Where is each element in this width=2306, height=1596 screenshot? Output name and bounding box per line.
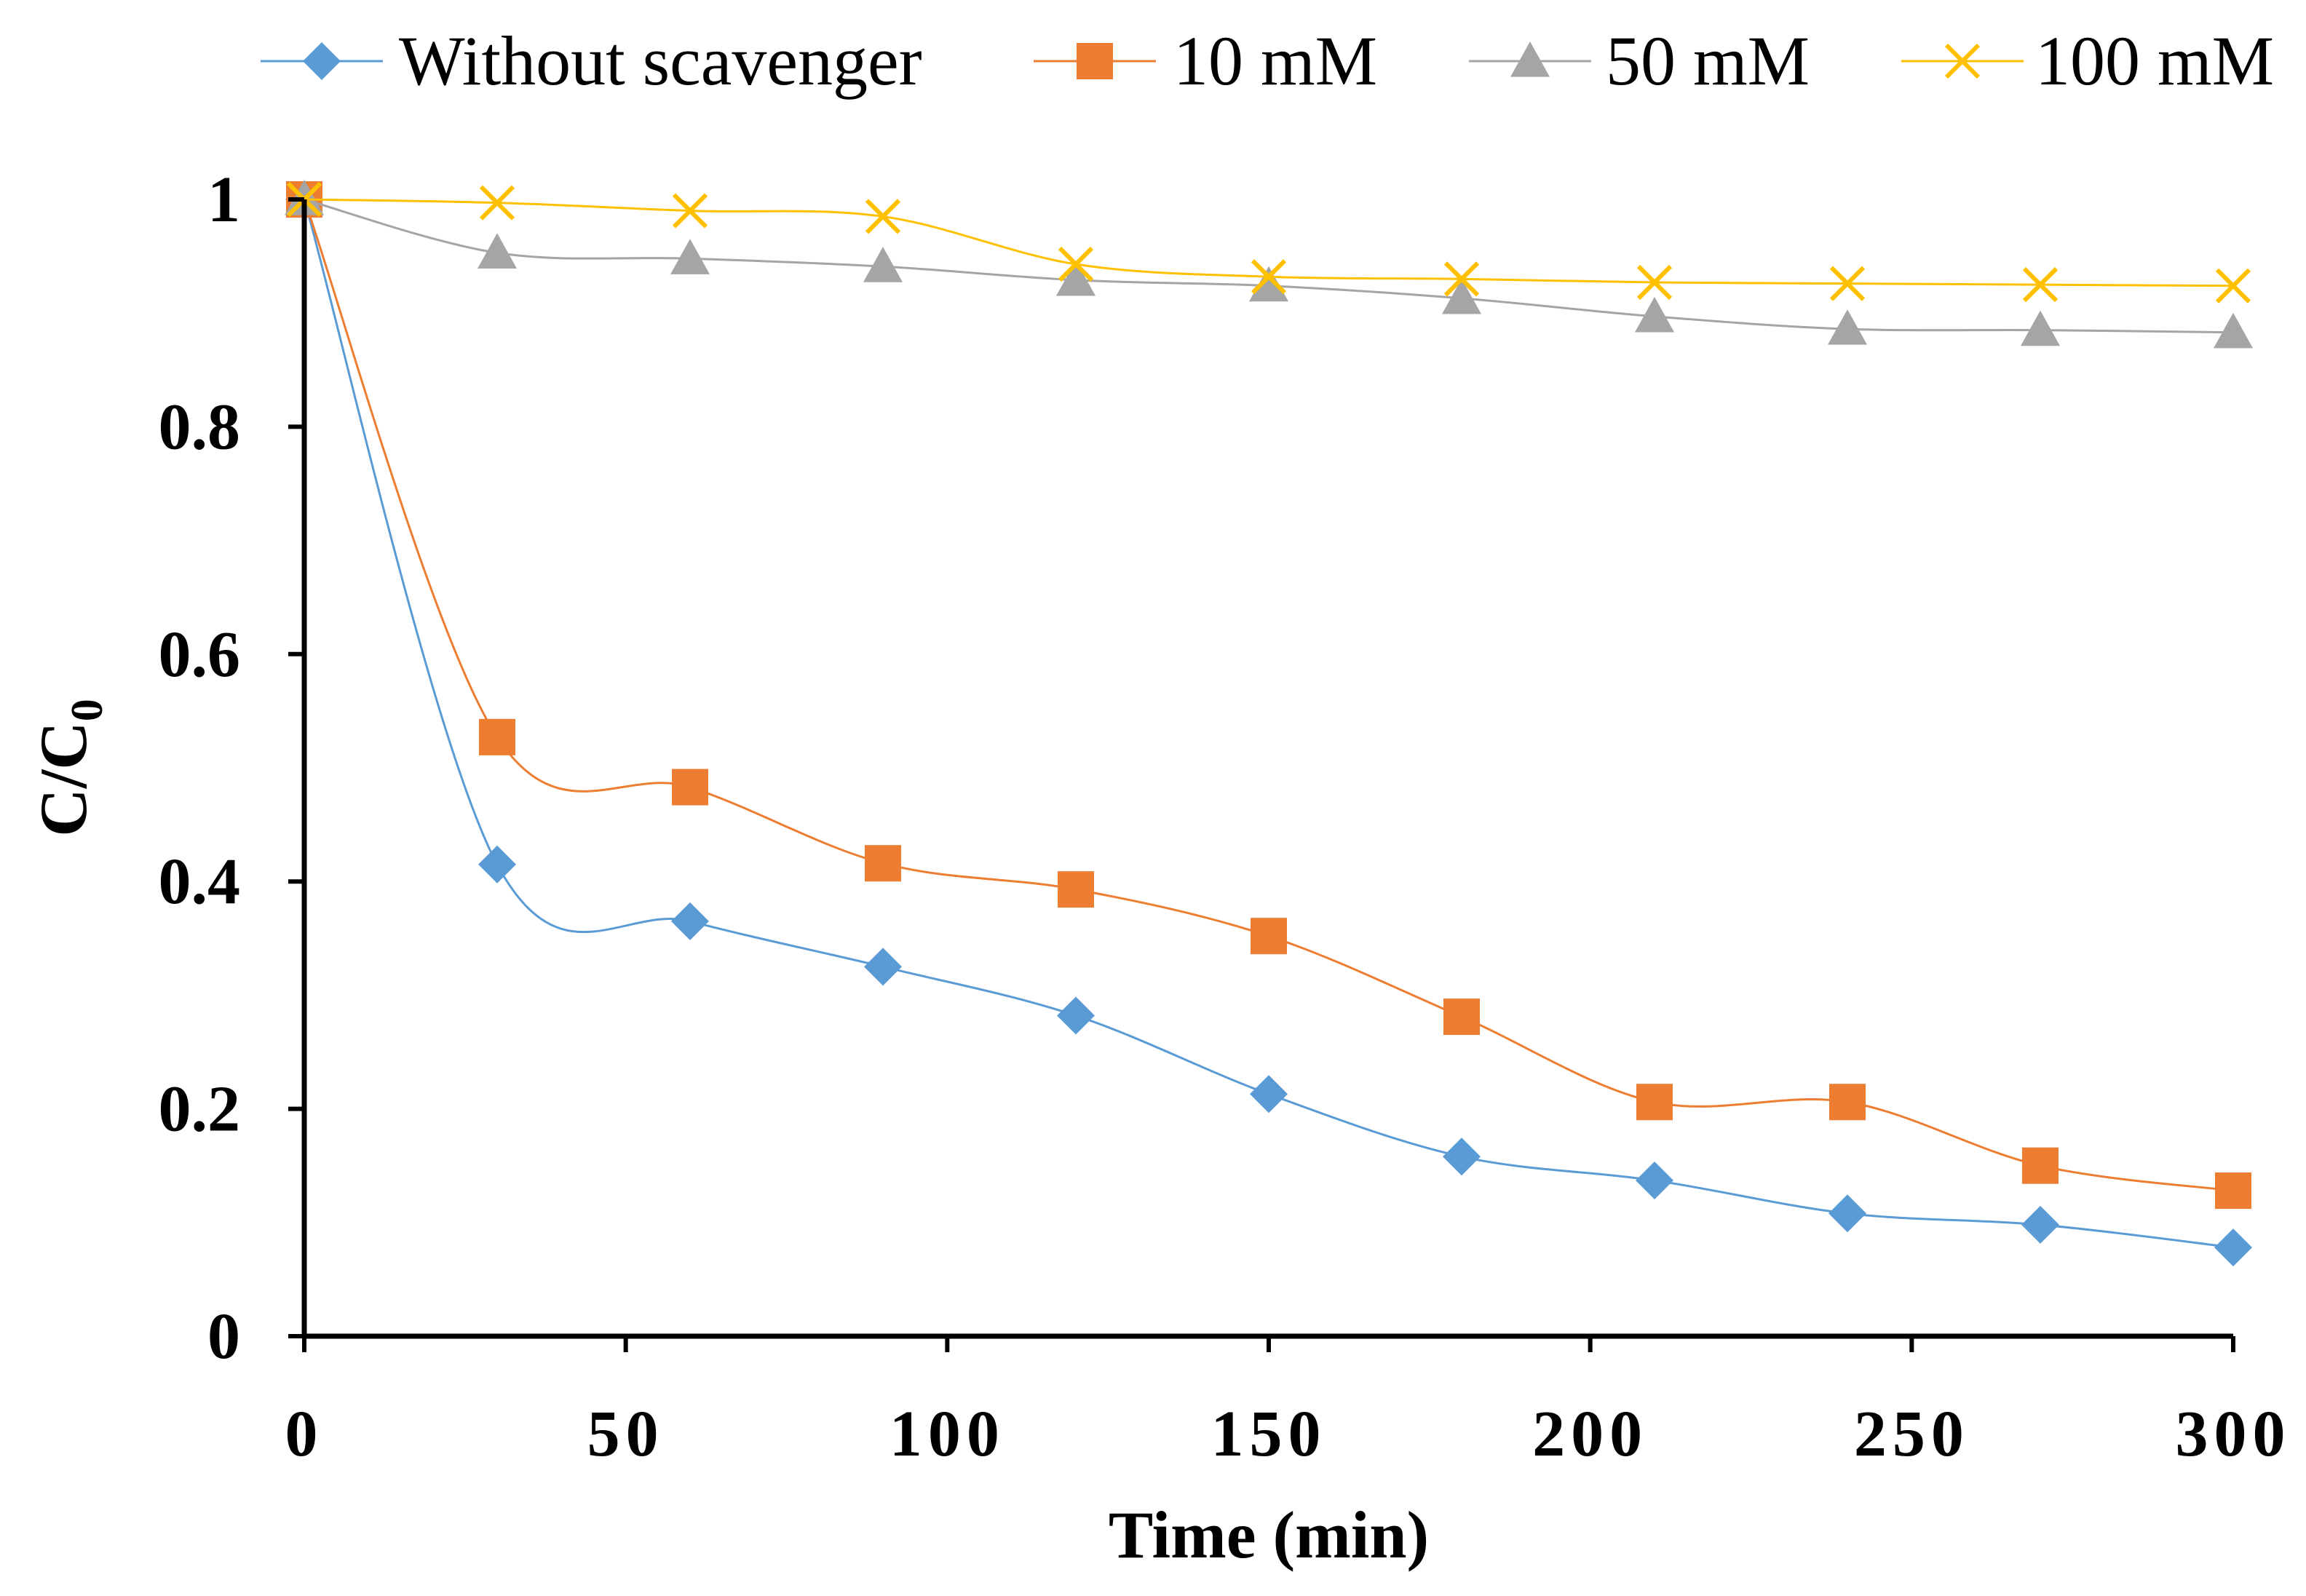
x-tick-label: 250 xyxy=(1854,1398,1970,1470)
series-100-mm-point-stroke-b xyxy=(672,193,708,229)
legend-item-10-mm-marker xyxy=(1077,43,1113,79)
series-50-mm-point xyxy=(1442,278,1481,314)
y-axis-title-main: C/C xyxy=(26,721,100,836)
series-100-mm-point-stroke-b xyxy=(2215,268,2251,303)
x-tick-label: 0 xyxy=(285,1398,324,1470)
series-100-mm-point xyxy=(1443,261,1480,297)
series-100-mm-point-stroke-b xyxy=(1443,261,1480,297)
series-layer xyxy=(285,180,2253,1267)
series-100-mm-point xyxy=(1058,246,1094,282)
series-50-mm-point xyxy=(863,247,903,282)
series-10-mm-point xyxy=(1829,1084,1866,1121)
legend: Without scavenger 10 mM 50 mM 100 mM xyxy=(261,22,2274,100)
y-axis-title-subscript: 0 xyxy=(63,699,112,721)
x-tick-label: 200 xyxy=(1532,1398,1648,1470)
legend-item-100-mm-marker xyxy=(1944,43,1981,79)
y-tick-label: 0.2 xyxy=(159,1073,241,1146)
series-100-mm-point xyxy=(1829,266,1866,301)
series-100-mm-point xyxy=(1636,264,1673,301)
series-10-mm-point xyxy=(1443,999,1480,1036)
legend-item-100-mm: 100 mM xyxy=(1901,22,2274,100)
series-100-mm xyxy=(286,181,2251,303)
x-tick-label: 300 xyxy=(2176,1398,2291,1470)
series-10-mm-point xyxy=(865,845,901,882)
series-50-mm-point xyxy=(2021,310,2060,346)
series-50-mm-point xyxy=(1249,266,1288,302)
x-tick-label: 50 xyxy=(587,1398,665,1470)
series-without-scavenger-point xyxy=(2214,1228,2252,1267)
legend-item-without-scavenger-label: Without scavenger xyxy=(399,22,922,100)
series-without-scavenger-point xyxy=(1636,1162,1673,1200)
series-100-mm-point-stroke-b xyxy=(1829,266,1866,301)
y-tick-label: 0.8 xyxy=(159,391,241,463)
x-tick-label: 150 xyxy=(1211,1398,1327,1470)
legend-item-10-mm: 10 mM xyxy=(1034,22,1377,100)
legend-item-without-scavenger-marker xyxy=(303,42,341,80)
series-10-mm-point xyxy=(2215,1172,2251,1210)
y-tick-label: 0.6 xyxy=(159,619,241,691)
series-100-mm-point xyxy=(1251,259,1287,295)
series-without-scavenger-point xyxy=(1443,1138,1481,1176)
series-10-mm-point xyxy=(1251,918,1287,955)
legend-item-50-mm-label: 50 mM xyxy=(1606,22,1810,100)
series-100-mm-point xyxy=(2022,267,2059,303)
x-axis-title: Time (min) xyxy=(1109,1498,1429,1572)
series-100-mm-point-stroke-b xyxy=(1251,259,1287,295)
series-without-scavenger-point xyxy=(2021,1205,2059,1244)
series-10-mm-line xyxy=(303,199,2234,1192)
series-100-mm-point-stroke-b xyxy=(479,185,515,221)
series-10-mm-point xyxy=(1058,871,1094,908)
series-10-mm-point xyxy=(479,718,515,755)
series-without-scavenger-point xyxy=(1250,1075,1288,1113)
ticks: 0 50 100 150 200 250 300 0 0.2 0.4 0.6 0.8 1 xyxy=(159,164,2291,1470)
series-without-scavenger-point xyxy=(864,948,902,986)
series-10-mm xyxy=(286,181,2251,1210)
x-tick-label: 100 xyxy=(889,1398,1005,1470)
series-10-mm-point xyxy=(1636,1084,1673,1121)
series-100-mm-point xyxy=(479,185,515,221)
series-50-mm-point xyxy=(670,239,710,274)
series-50-mm-point xyxy=(1635,296,1674,333)
series-10-mm-point xyxy=(2022,1147,2059,1184)
y-tick-label: 0.4 xyxy=(159,846,241,918)
series-50-mm-point xyxy=(1056,260,1095,296)
series-without-scavenger-point xyxy=(671,902,709,940)
y-axis-title: C/C0 xyxy=(26,699,112,836)
series-100-mm-point xyxy=(672,193,708,229)
legend-item-50-mm-marker xyxy=(1510,41,1550,77)
series-100-mm-point-stroke-b xyxy=(1636,264,1673,301)
legend-item-10-mm-label: 10 mM xyxy=(1173,22,1377,100)
series-100-mm-point xyxy=(865,199,901,234)
series-without-scavenger xyxy=(285,180,2252,1267)
series-10-mm-point xyxy=(672,769,708,806)
y-tick-label: 0 xyxy=(207,1301,240,1373)
legend-item-50-mm: 50 mM xyxy=(1469,22,1810,100)
series-without-scavenger-point xyxy=(1057,996,1095,1035)
axes xyxy=(301,199,2233,1339)
series-100-mm-point-stroke-b xyxy=(2022,267,2059,303)
legend-item-100-mm-marker-stroke-b xyxy=(1944,43,1981,79)
legend-item-100-mm-label: 100 mM xyxy=(2035,22,2274,100)
series-without-scavenger-point xyxy=(478,845,516,884)
series-without-scavenger-point xyxy=(1828,1194,1866,1233)
y-tick-label: 1 xyxy=(207,164,240,236)
series-50-mm-point xyxy=(478,233,517,269)
legend-item-without-scavenger: Without scavenger xyxy=(261,22,922,100)
series-50-mm-point xyxy=(2214,312,2253,349)
series-100-mm-point-stroke-b xyxy=(1058,246,1094,282)
series-100-mm-point-stroke-b xyxy=(865,199,901,234)
series-100-mm-point xyxy=(2215,268,2251,303)
series-50-mm-point xyxy=(1828,309,1867,345)
series-50-mm-line xyxy=(304,198,2234,334)
